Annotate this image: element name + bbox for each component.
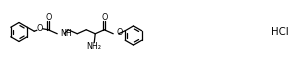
- Text: NH₂: NH₂: [87, 42, 102, 51]
- Text: O: O: [101, 13, 107, 22]
- Text: O: O: [45, 13, 51, 22]
- Text: O: O: [116, 28, 123, 37]
- Text: NH: NH: [61, 29, 72, 38]
- Text: HCl: HCl: [271, 27, 289, 37]
- Text: O: O: [36, 24, 43, 33]
